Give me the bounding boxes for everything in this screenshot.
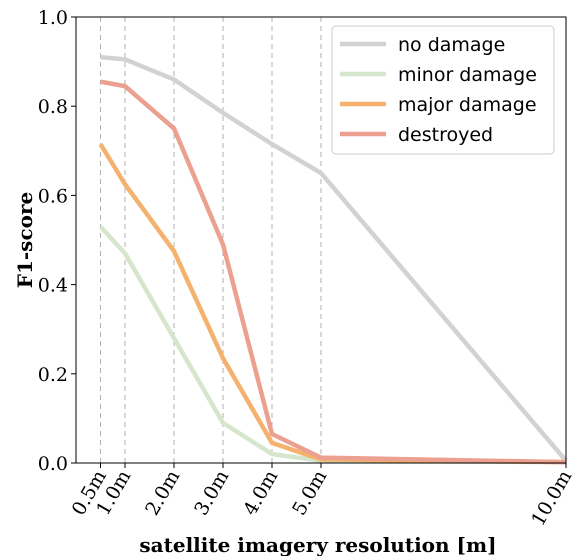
y-axis: 0.0 0.2 0.4 0.6 0.8 1.0 xyxy=(38,7,76,475)
x-tick-label: 4.0m xyxy=(239,467,282,520)
legend-label: destroyed xyxy=(398,124,493,146)
series-line-no-damage xyxy=(100,54,568,463)
y-tick-label: 0.6 xyxy=(38,185,68,207)
y-tick-label: 0.0 xyxy=(38,453,68,475)
series-line-destroyed xyxy=(100,79,567,465)
y-tick-label: 0.2 xyxy=(38,364,68,386)
x-tick-label: 3.0m xyxy=(190,467,233,520)
series-lines xyxy=(98,54,568,465)
x-axis: 0.5m1.0m 2.0m 3.0m 4.0m 5.0m 10.0m xyxy=(68,463,574,530)
x-tick-label: 2.0m xyxy=(141,467,184,520)
legend-label: major damage xyxy=(398,94,537,116)
legend-label: minor damage xyxy=(398,64,537,86)
series-line-major-damage xyxy=(98,142,567,465)
x-tick-label: 10.0m xyxy=(527,467,574,530)
series-line-minor-damage xyxy=(98,225,567,465)
x-axis-label: satellite imagery resolution [m] xyxy=(139,533,496,556)
legend-label: no damage xyxy=(398,34,505,56)
legend-box xyxy=(331,25,555,155)
y-axis-label: F1-score xyxy=(13,192,37,288)
x-tick-label: 5.0m xyxy=(288,467,331,520)
y-tick-label: 1.0 xyxy=(38,7,68,29)
legend: no damage minor damage major damage destroy… xyxy=(331,25,555,155)
y-tick-label: 0.4 xyxy=(38,275,68,297)
y-tick-label: 0.8 xyxy=(38,96,68,118)
